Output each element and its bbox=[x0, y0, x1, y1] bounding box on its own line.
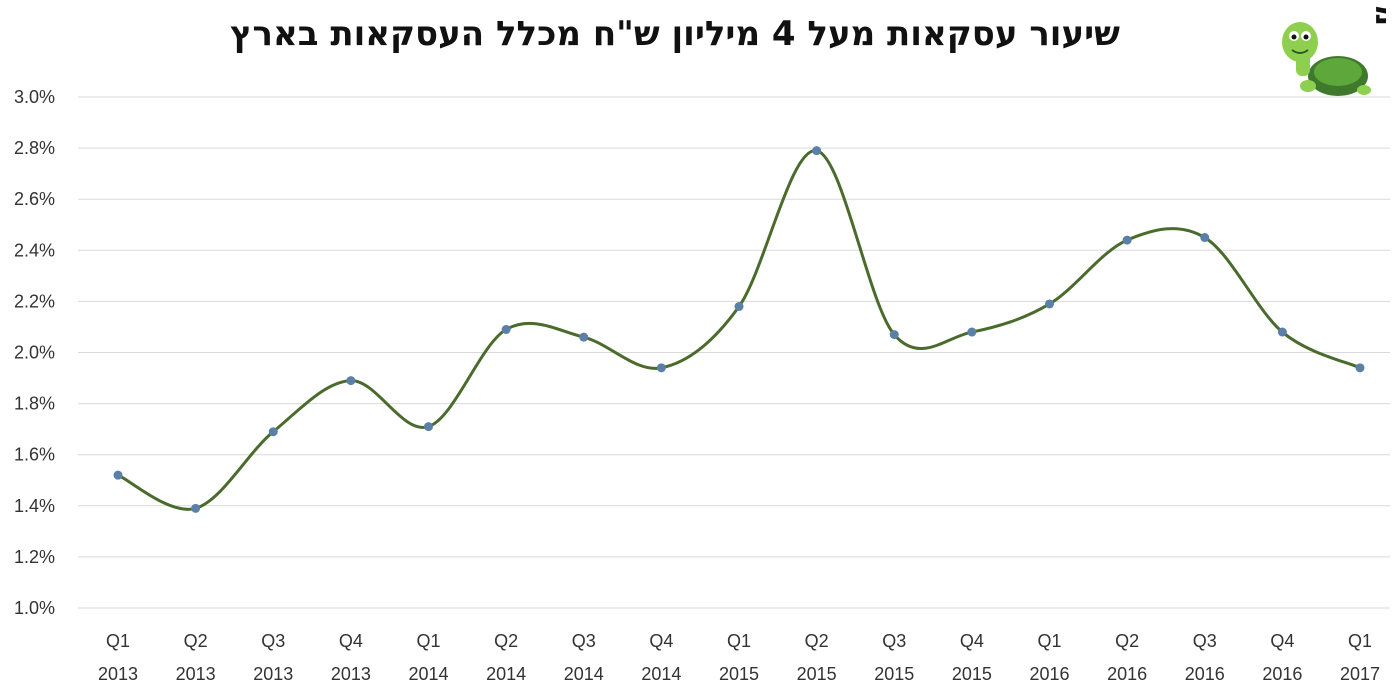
data-point bbox=[812, 146, 822, 156]
chart-title: שיעור עסקאות מעל 4 מיליון ש"ח מכלל העסקא… bbox=[230, 14, 1120, 54]
data-point bbox=[501, 325, 511, 335]
x-tick-label-quarter: Q3 bbox=[1193, 631, 1217, 651]
y-tick-label: 1.8% bbox=[14, 394, 55, 414]
x-tick-label-quarter: Q3 bbox=[261, 631, 285, 651]
x-tick-label-quarter: Q3 bbox=[882, 631, 906, 651]
x-tick-label-quarter: Q1 bbox=[1037, 631, 1061, 651]
x-tick-label-year: 2017 bbox=[1340, 664, 1380, 684]
x-tick-label-year: 2014 bbox=[486, 664, 526, 684]
y-tick-label: 2.6% bbox=[14, 189, 55, 209]
x-tick-label-quarter: Q1 bbox=[1348, 631, 1372, 651]
data-point bbox=[1122, 235, 1132, 245]
data-point bbox=[967, 327, 977, 337]
data-point bbox=[1200, 233, 1210, 243]
x-tick-label-quarter: Q1 bbox=[106, 631, 130, 651]
x-tick-label-quarter: Q2 bbox=[494, 631, 518, 651]
data-point bbox=[424, 422, 433, 432]
series-line bbox=[117, 149, 1361, 511]
x-tick-label-quarter: Q3 bbox=[572, 631, 596, 651]
y-tick-label: 2.2% bbox=[14, 291, 55, 311]
y-tick-label: 2.0% bbox=[14, 343, 55, 363]
x-tick-label-quarter: Q1 bbox=[727, 631, 751, 651]
y-tick-label: 1.6% bbox=[14, 445, 55, 465]
x-tick-label-year: 2015 bbox=[719, 664, 759, 684]
y-tick-label: 1.2% bbox=[14, 547, 55, 567]
madlan-logo: מדלן bbox=[1282, 6, 1386, 96]
x-tick-label-year: 2016 bbox=[1185, 664, 1225, 684]
x-tick-label-year: 2016 bbox=[1029, 664, 1069, 684]
x-tick-label-year: 2014 bbox=[641, 664, 681, 684]
x-tick-label-quarter: Q4 bbox=[339, 631, 363, 651]
x-tick-label-quarter: Q4 bbox=[960, 631, 984, 651]
y-tick-label: 2.4% bbox=[14, 240, 55, 260]
x-tick-label-quarter: Q4 bbox=[649, 631, 673, 651]
data-point bbox=[346, 376, 356, 386]
data-point bbox=[1355, 363, 1365, 373]
x-tick-label-quarter: Q1 bbox=[416, 631, 440, 651]
y-tick-label: 1.0% bbox=[14, 598, 55, 618]
data-point bbox=[191, 503, 201, 513]
data-point bbox=[889, 330, 899, 340]
x-tick-label-year: 2016 bbox=[1262, 664, 1302, 684]
y-tick-label: 3.0% bbox=[14, 87, 55, 107]
data-point bbox=[268, 427, 278, 437]
x-tick-label-year: 2016 bbox=[1107, 664, 1147, 684]
data-point bbox=[113, 470, 123, 480]
y-tick-label: 1.4% bbox=[14, 496, 55, 516]
y-tick-label: 2.8% bbox=[14, 138, 55, 158]
data-point bbox=[656, 363, 666, 373]
x-tick-label-quarter: Q2 bbox=[805, 631, 829, 651]
data-point bbox=[579, 332, 589, 342]
data-point bbox=[734, 302, 744, 312]
x-tick-label-quarter: Q4 bbox=[1270, 631, 1294, 651]
x-tick-label-year: 2013 bbox=[331, 664, 371, 684]
x-tick-label-quarter: Q2 bbox=[1115, 631, 1139, 651]
x-tick-label-year: 2014 bbox=[564, 664, 604, 684]
x-tick-label-year: 2014 bbox=[408, 664, 448, 684]
logo-text: מדלן bbox=[1368, 6, 1386, 26]
data-point bbox=[1277, 327, 1287, 337]
x-tick-label-quarter: Q2 bbox=[184, 631, 208, 651]
x-tick-label-year: 2013 bbox=[176, 664, 216, 684]
x-tick-label-year: 2013 bbox=[98, 664, 138, 684]
x-tick-label-year: 2015 bbox=[797, 664, 837, 684]
data-point bbox=[1045, 299, 1054, 309]
turtle-icon bbox=[1282, 22, 1371, 96]
x-tick-label-year: 2015 bbox=[952, 664, 992, 684]
x-tick-label-year: 2013 bbox=[253, 664, 293, 684]
x-tick-label-year: 2015 bbox=[874, 664, 914, 684]
